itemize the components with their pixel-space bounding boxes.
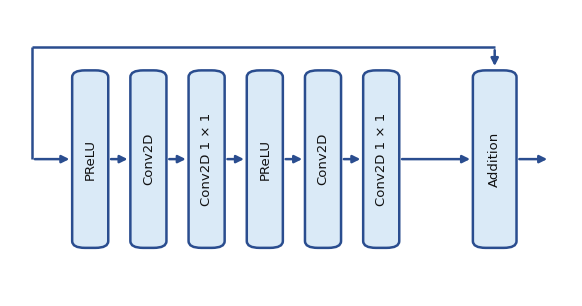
- FancyBboxPatch shape: [247, 70, 283, 248]
- Text: Conv2D 1 × 1: Conv2D 1 × 1: [200, 113, 213, 206]
- Text: Conv2D: Conv2D: [142, 133, 155, 185]
- FancyBboxPatch shape: [473, 70, 517, 248]
- Text: PReLU: PReLU: [258, 139, 271, 180]
- Text: Addition: Addition: [488, 132, 501, 187]
- FancyBboxPatch shape: [130, 70, 166, 248]
- Text: PReLU: PReLU: [84, 139, 97, 180]
- FancyBboxPatch shape: [305, 70, 341, 248]
- FancyBboxPatch shape: [72, 70, 108, 248]
- Text: Conv2D: Conv2D: [317, 133, 329, 185]
- FancyBboxPatch shape: [363, 70, 399, 248]
- Text: Conv2D 1 × 1: Conv2D 1 × 1: [375, 113, 388, 206]
- FancyBboxPatch shape: [189, 70, 225, 248]
